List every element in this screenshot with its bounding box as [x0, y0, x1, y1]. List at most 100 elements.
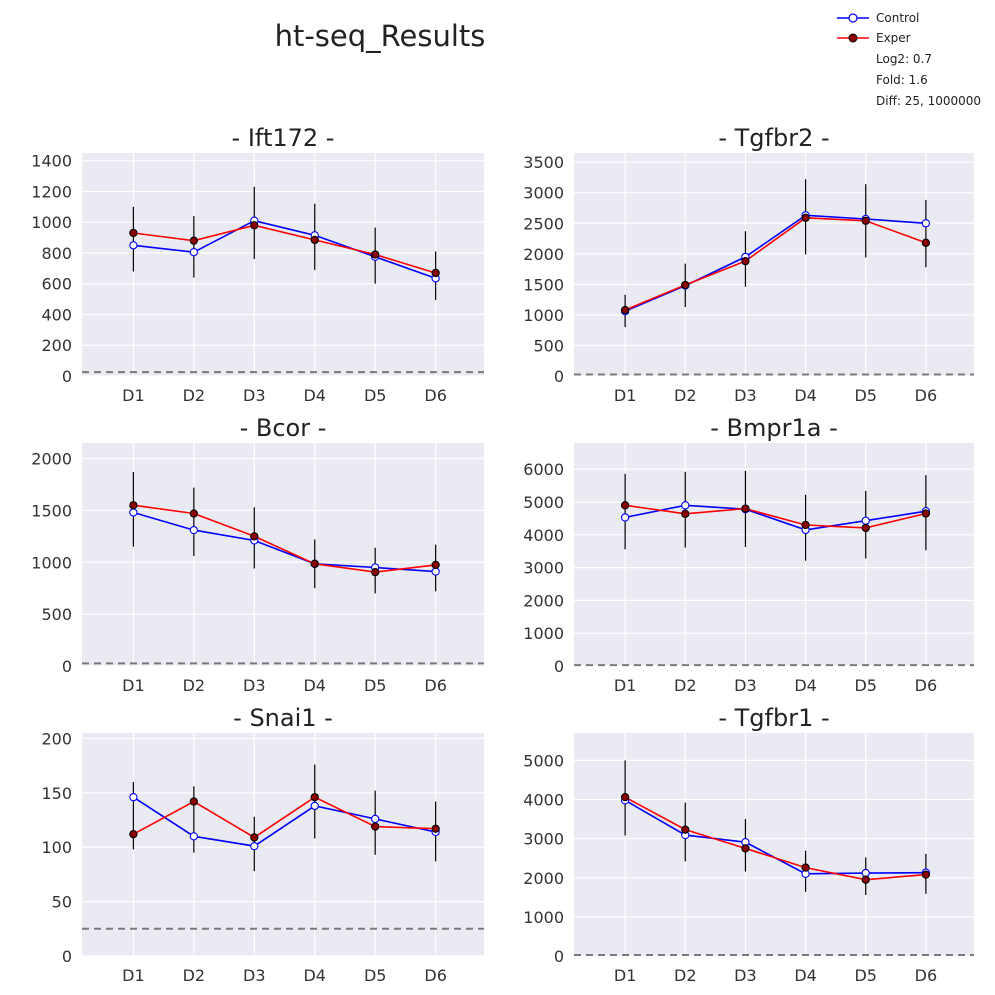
chart-panel: 0 50 100 150 200 D1 D2 D3 D4 D5 D6 - Snai1 -	[41, 704, 484, 985]
y-tick-label: 4000	[523, 791, 564, 810]
y-tick-label: 2000	[523, 245, 564, 264]
y-tick-label: 400	[41, 305, 72, 324]
data-point-exper	[620, 793, 630, 802]
data-point-exper	[189, 236, 198, 245]
legend-control-label: Control	[876, 11, 919, 25]
data-point-control	[129, 793, 138, 802]
x-tick-label: D1	[122, 676, 145, 695]
data-point-control	[189, 248, 198, 257]
y-tick-label: 1000	[523, 908, 564, 927]
chart-panel: 0 1000 2000 3000 4000 5000 D1 D2 D3 D4 D5 D6 - Tgfbr…	[523, 704, 974, 985]
data-point-control	[129, 508, 138, 517]
x-tick-label: D6	[424, 676, 447, 695]
y-tick-label: 1200	[31, 182, 72, 201]
y-tick-label: 1500	[31, 501, 72, 520]
x-tick-label: D2	[674, 676, 697, 695]
data-point-control	[129, 241, 138, 250]
data-point-exper	[620, 305, 630, 315]
x-tick-label: D1	[122, 966, 145, 985]
x-tick-label: D3	[243, 966, 266, 985]
data-point-exper	[129, 501, 138, 510]
chart-panel: 0 200 400 600 800 1000 1200 1400 D1 D2 D3 D4 D5 D6 - I…	[31, 124, 484, 405]
panel-title: - Tgfbr2 -	[718, 124, 829, 152]
chart-panel: 0 1000 2000 3000 4000 5000 6000 D1 D2 D3 D4 D5 D6 - B…	[523, 414, 974, 695]
series-line-exper	[133, 796, 436, 839]
chart-panel: 0 500 1000 1500 2000 D1 D2 D3 D4 D5 D6 - Bcor -	[31, 414, 484, 695]
data-point-exper	[371, 250, 380, 259]
data-point-exper	[129, 830, 138, 839]
x-tick-label: D1	[122, 386, 145, 405]
x-tick-label: D3	[734, 676, 757, 695]
x-tick-label: D3	[734, 386, 757, 405]
x-tick-label: D2	[183, 966, 206, 985]
x-tick-label: D4	[303, 676, 326, 695]
y-tick-label: 0	[554, 947, 564, 966]
plot-area	[574, 733, 974, 956]
y-tick-label: 2000	[523, 591, 564, 610]
y-tick-label: 2000	[31, 450, 72, 469]
series-line-control	[133, 219, 436, 280]
y-tick-label: 6000	[523, 460, 564, 479]
data-point-control	[310, 801, 319, 811]
y-tick-label: 800	[41, 244, 72, 263]
series-line-exper	[133, 504, 436, 573]
y-tick-label: 0	[554, 657, 564, 676]
x-tick-label: D6	[424, 966, 447, 985]
data-point-exper	[129, 228, 138, 238]
x-tick-label: D1	[614, 386, 637, 405]
x-tick-label: D4	[794, 386, 817, 405]
y-tick-label: 0	[62, 657, 72, 676]
legend: Control Exper Log2: 0.7 Fold: 1.6 Diff: …	[837, 11, 981, 108]
y-tick-label: 1000	[31, 553, 72, 572]
chart-panel: 0 500 1000 1500 2000 2500 3000 3500 D1 D2 D3 D4 D5 D6…	[523, 124, 974, 405]
y-tick-label: 0	[62, 367, 72, 386]
x-tick-label: D1	[614, 966, 637, 985]
data-point-exper	[921, 870, 931, 879]
data-point-exper	[921, 509, 931, 518]
data-point-exper	[431, 560, 440, 570]
y-tick-label: 4000	[523, 526, 564, 545]
plot-area	[574, 443, 974, 666]
panel-title: - Ift172 -	[232, 124, 335, 152]
data-point-exper	[801, 520, 810, 530]
y-tick-label: 1400	[31, 152, 72, 171]
y-tick-label: 200	[41, 336, 72, 355]
y-tick-label: 3000	[523, 184, 564, 203]
y-tick-label: 2500	[523, 214, 564, 233]
y-tick-label: 0	[62, 947, 72, 966]
series-line-control	[133, 511, 436, 573]
data-point-exper	[861, 875, 870, 884]
x-tick-label: D2	[674, 966, 697, 985]
data-point-exper	[189, 509, 198, 518]
y-tick-label: 5000	[523, 493, 564, 512]
y-tick-label: 1000	[523, 624, 564, 643]
plot-area	[82, 153, 484, 376]
data-point-control	[189, 832, 198, 841]
legend-note-log2: Log2: 0.7	[876, 52, 932, 66]
y-tick-label: 200	[41, 729, 72, 748]
data-point-exper	[310, 793, 319, 802]
y-tick-label: 50	[52, 893, 72, 912]
x-tick-label: D3	[243, 676, 266, 695]
x-tick-label: D5	[854, 676, 877, 695]
data-point-exper	[431, 824, 440, 833]
data-point-exper	[921, 238, 931, 247]
x-tick-label: D2	[183, 386, 206, 405]
data-point-exper	[189, 797, 198, 806]
y-tick-label: 3500	[523, 153, 564, 172]
y-tick-label: 1000	[31, 213, 72, 232]
plot-area	[574, 153, 974, 376]
x-tick-label: D3	[243, 386, 266, 405]
legend-control-marker	[848, 13, 858, 23]
data-point-exper	[371, 822, 380, 831]
series-line-control	[624, 504, 927, 531]
data-point-control	[681, 501, 690, 510]
series-line-exper	[624, 216, 927, 311]
x-tick-label: D6	[915, 386, 938, 405]
data-point-exper	[681, 825, 690, 834]
x-tick-label: D4	[303, 966, 326, 985]
data-point-exper	[801, 863, 810, 872]
y-tick-label: 5000	[523, 751, 564, 770]
